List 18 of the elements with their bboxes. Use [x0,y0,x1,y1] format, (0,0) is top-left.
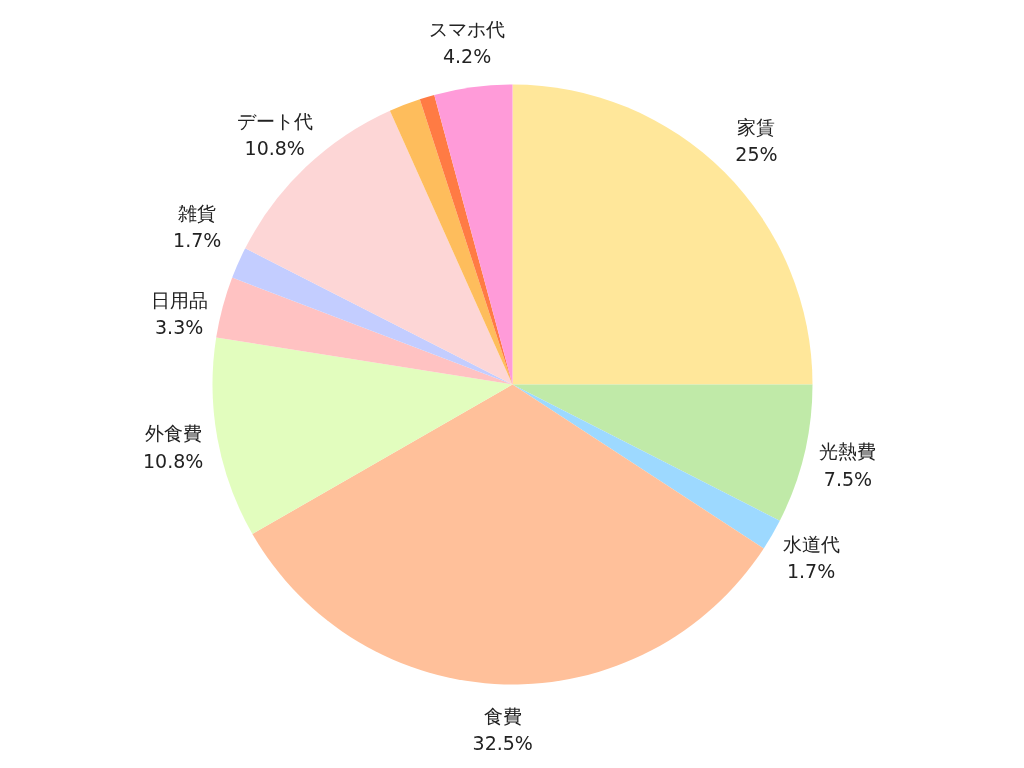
slice-label: スマホ代 [429,17,506,40]
slice-label: 雑貨 [178,201,217,224]
data-label: 25% [735,143,778,166]
data-label: 1.7% [786,560,836,583]
data-label: 32.5% [472,732,533,755]
slice-label: 水道代 [782,532,840,555]
slice-label: デート代 [236,109,313,132]
slice-label: 光熱費 [819,440,877,463]
slice-label: 食費 [483,704,522,727]
slice-label: 外食費 [144,422,202,445]
slice-label: 日用品 [150,288,208,311]
data-label: 10.8% [244,137,305,160]
data-label: 4.2% [442,45,492,68]
slice-label: 家賃 [737,115,776,138]
data-label: 10.8% [143,449,204,472]
data-label: 1.7% [173,229,222,252]
data-label: 3.3% [155,316,204,339]
data-label: 7.5% [823,467,873,490]
